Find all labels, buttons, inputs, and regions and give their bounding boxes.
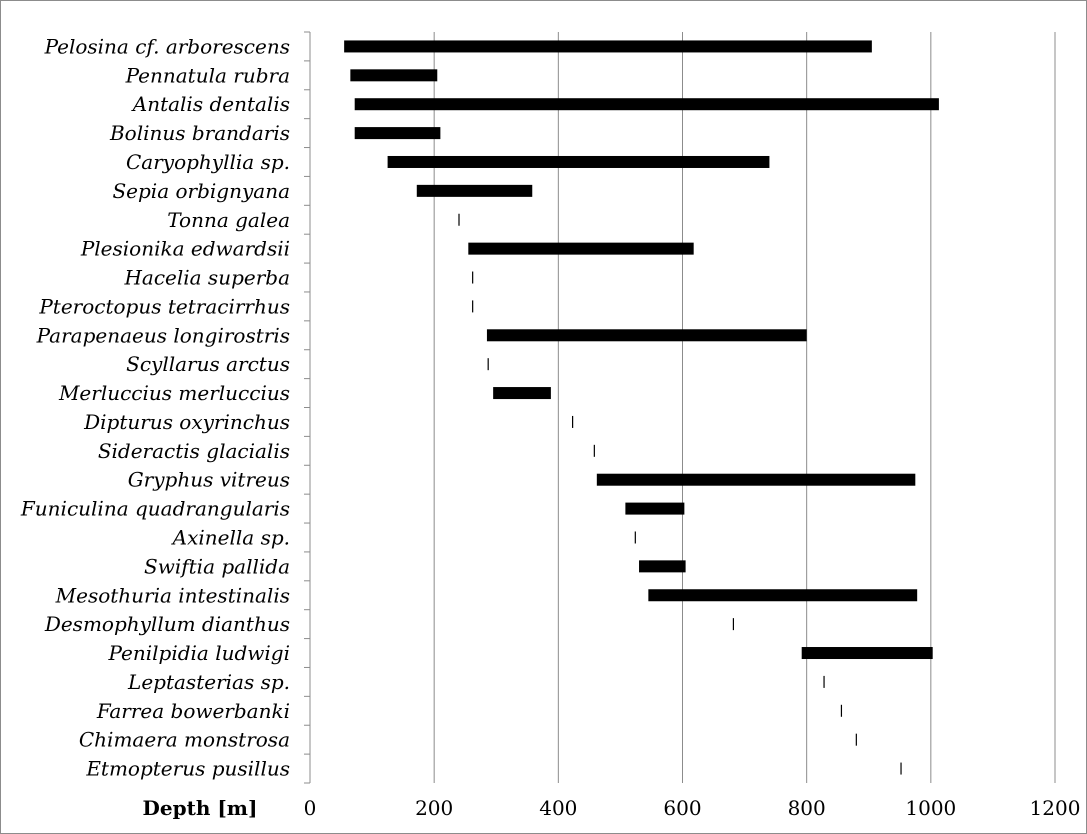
range-bars xyxy=(344,40,939,775)
range-bar xyxy=(648,589,918,602)
x-tick-label: 800 xyxy=(788,796,826,820)
species-label: Etmopterus pusillus xyxy=(85,757,290,781)
x-tick-label: 600 xyxy=(663,796,701,820)
range-bar xyxy=(354,127,441,140)
species-label: Penilpidia ludwigi xyxy=(107,641,290,665)
axes xyxy=(304,31,311,784)
range-bar xyxy=(354,98,939,111)
range-bar xyxy=(387,155,770,168)
species-label: Bolinus brandaris xyxy=(109,121,290,145)
species-label: Pteroctopus tetracirrhus xyxy=(38,294,290,318)
species-label: Farrea bowerbanki xyxy=(96,699,290,723)
species-label: Mesothuria intestinalis xyxy=(55,583,290,607)
x-tick-label: 400 xyxy=(539,796,577,820)
range-bar xyxy=(344,40,872,53)
species-label: Pelosina cf. arborescens xyxy=(44,34,290,58)
range-bar xyxy=(468,242,694,255)
species-label: Leptasterias sp. xyxy=(127,670,290,694)
species-label: Sideractis glacialis xyxy=(98,439,290,463)
x-axis-title: Depth [m] xyxy=(143,796,258,820)
species-label: Antalis dentalis xyxy=(131,92,290,116)
x-tick-labels: 0 200 400 600 800 1000 1200 xyxy=(304,796,1081,820)
species-label: Gryphus vitreus xyxy=(128,468,290,492)
range-bar xyxy=(639,560,686,573)
range-bar xyxy=(350,69,438,82)
species-labels: Pelosina cf. arborescens Pennatula rubra A… xyxy=(20,34,290,780)
x-tick-label: 1000 xyxy=(905,796,956,820)
species-label: Merluccius merluccius xyxy=(58,381,290,405)
species-label: Swiftia pallida xyxy=(144,554,290,578)
species-label: Caryophyllia sp. xyxy=(126,150,290,174)
range-bar xyxy=(596,473,916,486)
species-label: Axinella sp. xyxy=(171,525,290,549)
x-tick-label: 1200 xyxy=(1030,796,1081,820)
species-label: Pennatula rubra xyxy=(125,63,290,87)
species-label: Chimaera monstrosa xyxy=(79,728,290,752)
species-label: Parapenaeus longirostris xyxy=(36,323,290,347)
species-label: Desmophyllum dianthus xyxy=(44,612,290,636)
gridlines xyxy=(433,32,1056,783)
species-label: Scyllarus arctus xyxy=(126,352,290,376)
range-bar xyxy=(801,647,933,660)
x-tick-label: 200 xyxy=(415,796,453,820)
range-bar xyxy=(486,329,807,342)
species-label: Plesionika edwardsii xyxy=(80,237,290,261)
x-tick-label: 0 xyxy=(304,796,317,820)
range-bar xyxy=(625,502,685,515)
species-label: Hacelia superba xyxy=(123,266,290,290)
species-label: Funiculina quadrangularis xyxy=(20,497,290,521)
species-label: Sepia orbignyana xyxy=(112,179,290,203)
species-label: Dipturus oxyrinchus xyxy=(83,410,290,434)
range-bar xyxy=(493,387,551,400)
species-label: Tonna galea xyxy=(167,208,290,232)
range-bar xyxy=(416,184,533,197)
